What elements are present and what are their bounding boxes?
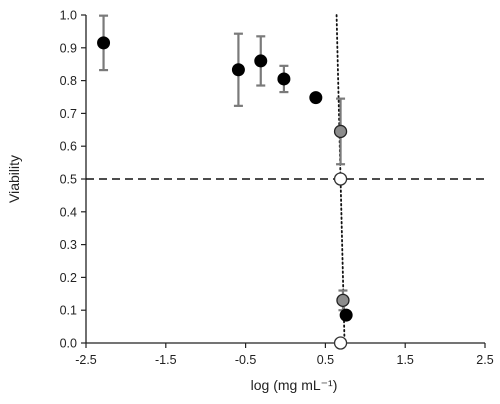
y-tick-label: 0.9 [60, 41, 77, 55]
x-tick-label: 0.5 [317, 353, 334, 367]
y-tick-label: 0.3 [60, 238, 77, 252]
y-tick-label: 0.8 [60, 74, 77, 88]
y-tick-label: 1.0 [60, 9, 77, 23]
data-point-open [333, 336, 348, 350]
y-tick-label: 0.0 [60, 337, 77, 351]
x-tick-label: -1.5 [155, 353, 177, 367]
x-tick-label: 2.5 [476, 353, 493, 367]
x-tick-label: 1.5 [397, 353, 414, 367]
data-point [277, 72, 291, 86]
y-tick-label: 0.4 [60, 205, 77, 219]
y-tick-label: 0.6 [60, 140, 77, 154]
data-point [339, 308, 353, 322]
data-point [309, 91, 323, 105]
reference-lines [86, 14, 485, 344]
data-point [97, 36, 111, 50]
y-tick-label: 0.7 [60, 107, 77, 121]
data-point-grey [333, 124, 348, 139]
tick-labels: 0.0 0.1 0.2 0.3 0.4 0.5 0.6 0.7 0.8 0.9 1.0 -2.5 -1.… [60, 9, 494, 368]
data-point-grey [336, 293, 350, 308]
y-tick-label: 0.2 [60, 271, 77, 285]
error-bars [99, 14, 348, 312]
y-tick-label: 0.1 [60, 304, 77, 318]
data-points [97, 36, 353, 350]
y-tick-label: 0.5 [60, 173, 77, 187]
data-point [231, 63, 245, 77]
x-tick-label: -0.5 [235, 353, 257, 367]
y-axis-title: Viability [6, 155, 22, 203]
data-point [254, 54, 268, 68]
x-axis-title: log (mg mL⁻¹) [251, 377, 338, 393]
data-point-open [333, 172, 348, 186]
x-tick-label: -2.5 [75, 353, 97, 367]
